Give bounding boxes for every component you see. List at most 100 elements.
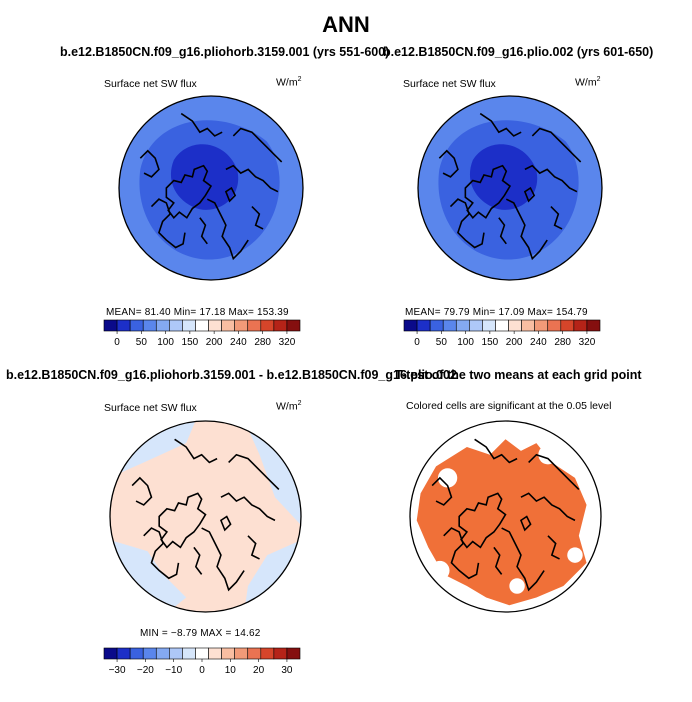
coastline (498, 217, 507, 245)
coastline (180, 112, 223, 137)
colorbar-label: 50 (436, 337, 448, 348)
panel3-variable: Surface net SW flux (104, 402, 197, 414)
coastline (474, 438, 518, 464)
colorbar-swatch (221, 319, 235, 332)
coastline (547, 535, 560, 560)
colorbar-label: 0 (114, 337, 120, 348)
colorbar-swatch (169, 319, 183, 332)
colorbar-label: 100 (157, 337, 174, 348)
colorbar-label: 50 (136, 337, 148, 348)
coastline (174, 438, 218, 464)
colorbar-swatch (455, 319, 470, 332)
colorbar-swatch (116, 319, 131, 332)
panel3-title: b.e12.B1850CN.f09_g16.pliohorb.3159.001 … (6, 368, 457, 382)
colorbar-swatch (182, 647, 196, 660)
colorbar-label: 280 (554, 337, 571, 348)
panel2-colorbar: 0 50 100 150 200 240 280 320 (403, 319, 601, 348)
colorbar-swatch (273, 647, 288, 660)
coastline (438, 149, 459, 178)
panel1-colorbar: 0 50 100 150 200 240 280 320 (103, 319, 301, 348)
colorbar-label: 280 (254, 337, 271, 348)
panel2-variable: Surface net SW flux (403, 78, 496, 90)
colorbar-swatch (286, 319, 301, 332)
map-border (409, 420, 602, 613)
colorbar-swatch (142, 319, 157, 332)
colorbar-label: 30 (281, 665, 293, 676)
colorbar-swatch (116, 647, 131, 660)
colorbar-label: 10 (225, 665, 237, 676)
colorbar-label: 150 (182, 337, 199, 348)
panel1-variable: Surface net SW flux (104, 78, 197, 90)
coastline (528, 453, 580, 491)
colorbar-label: 0 (414, 337, 420, 348)
field-gap (509, 578, 525, 594)
coastline (431, 476, 453, 506)
panel2-unit: W/m2 (575, 76, 601, 89)
coastline (220, 492, 276, 522)
colorbar-label: 320 (279, 337, 296, 348)
colorbar-swatch (469, 319, 483, 332)
colorbar-swatch (534, 319, 549, 332)
coastline (505, 198, 548, 261)
main-title: ANN (322, 12, 370, 37)
colorbar-swatch (260, 319, 275, 332)
colorbar-swatch (482, 319, 496, 332)
colorbar-swatch (195, 647, 209, 660)
colorbar-label: 20 (253, 665, 265, 676)
colorbar-swatch (429, 319, 444, 332)
colorbar-swatch (286, 647, 301, 660)
colorbar-swatch (208, 319, 222, 332)
field-gap (430, 560, 450, 581)
coastline (150, 198, 186, 249)
colorbar-swatch (129, 319, 144, 332)
colorbar-swatch (221, 647, 235, 660)
coastline (524, 164, 578, 193)
field-gap (538, 445, 558, 465)
coastline (224, 186, 237, 203)
colorbar-swatch (155, 647, 170, 660)
colorbar-label: 100 (457, 337, 474, 348)
colorbar-swatch (195, 319, 209, 332)
colorbar-swatch (521, 319, 535, 332)
colorbar-label: −20 (137, 665, 154, 676)
colorbar-swatch (508, 319, 522, 332)
panel3-colorbar: −30 −20 −10 0 10 20 30 (103, 647, 301, 676)
colorbar-swatch (155, 319, 170, 332)
coastline (550, 206, 563, 230)
colorbar-label: −10 (165, 665, 182, 676)
colorbar-swatch (208, 647, 222, 660)
colorbar-swatch (142, 647, 157, 660)
colorbar-swatch (169, 647, 183, 660)
colorbar-swatch (234, 319, 249, 332)
colorbar-label: 200 (206, 337, 223, 348)
panel4-subtitle: Colored cells are significant at the 0.0… (406, 400, 612, 412)
colorbar-swatch (103, 319, 118, 332)
colorbar-swatch (560, 319, 575, 332)
coastlines (131, 438, 280, 592)
coastline (443, 527, 480, 580)
panel3-map (109, 420, 302, 613)
panel4-title: T-test of the two means at each grid poi… (395, 368, 642, 382)
coastline (251, 206, 264, 230)
panel3-unit: W/m2 (276, 400, 302, 413)
colorbar-swatch (495, 319, 509, 332)
colorbar-swatch (273, 319, 288, 332)
colorbar-swatch (234, 647, 249, 660)
coastline (131, 476, 153, 506)
colorbar-label: 0 (199, 665, 205, 676)
panel1-map (118, 95, 304, 281)
map-border (417, 95, 603, 281)
coastline (139, 149, 160, 178)
colorbar-label: 150 (482, 337, 499, 348)
coastline (225, 164, 279, 193)
colorbar-swatch (573, 319, 588, 332)
coastline (232, 127, 283, 163)
coastline (206, 198, 249, 261)
colorbar-label: 320 (579, 337, 596, 348)
colorbar-swatch (182, 319, 196, 332)
coastline (501, 527, 545, 592)
panel1-stats: MEAN= 81.40 Min= 17.18 Max= 153.39 (106, 307, 289, 318)
coastlines (139, 112, 283, 261)
coastline (531, 127, 582, 163)
field-gap (437, 468, 458, 488)
